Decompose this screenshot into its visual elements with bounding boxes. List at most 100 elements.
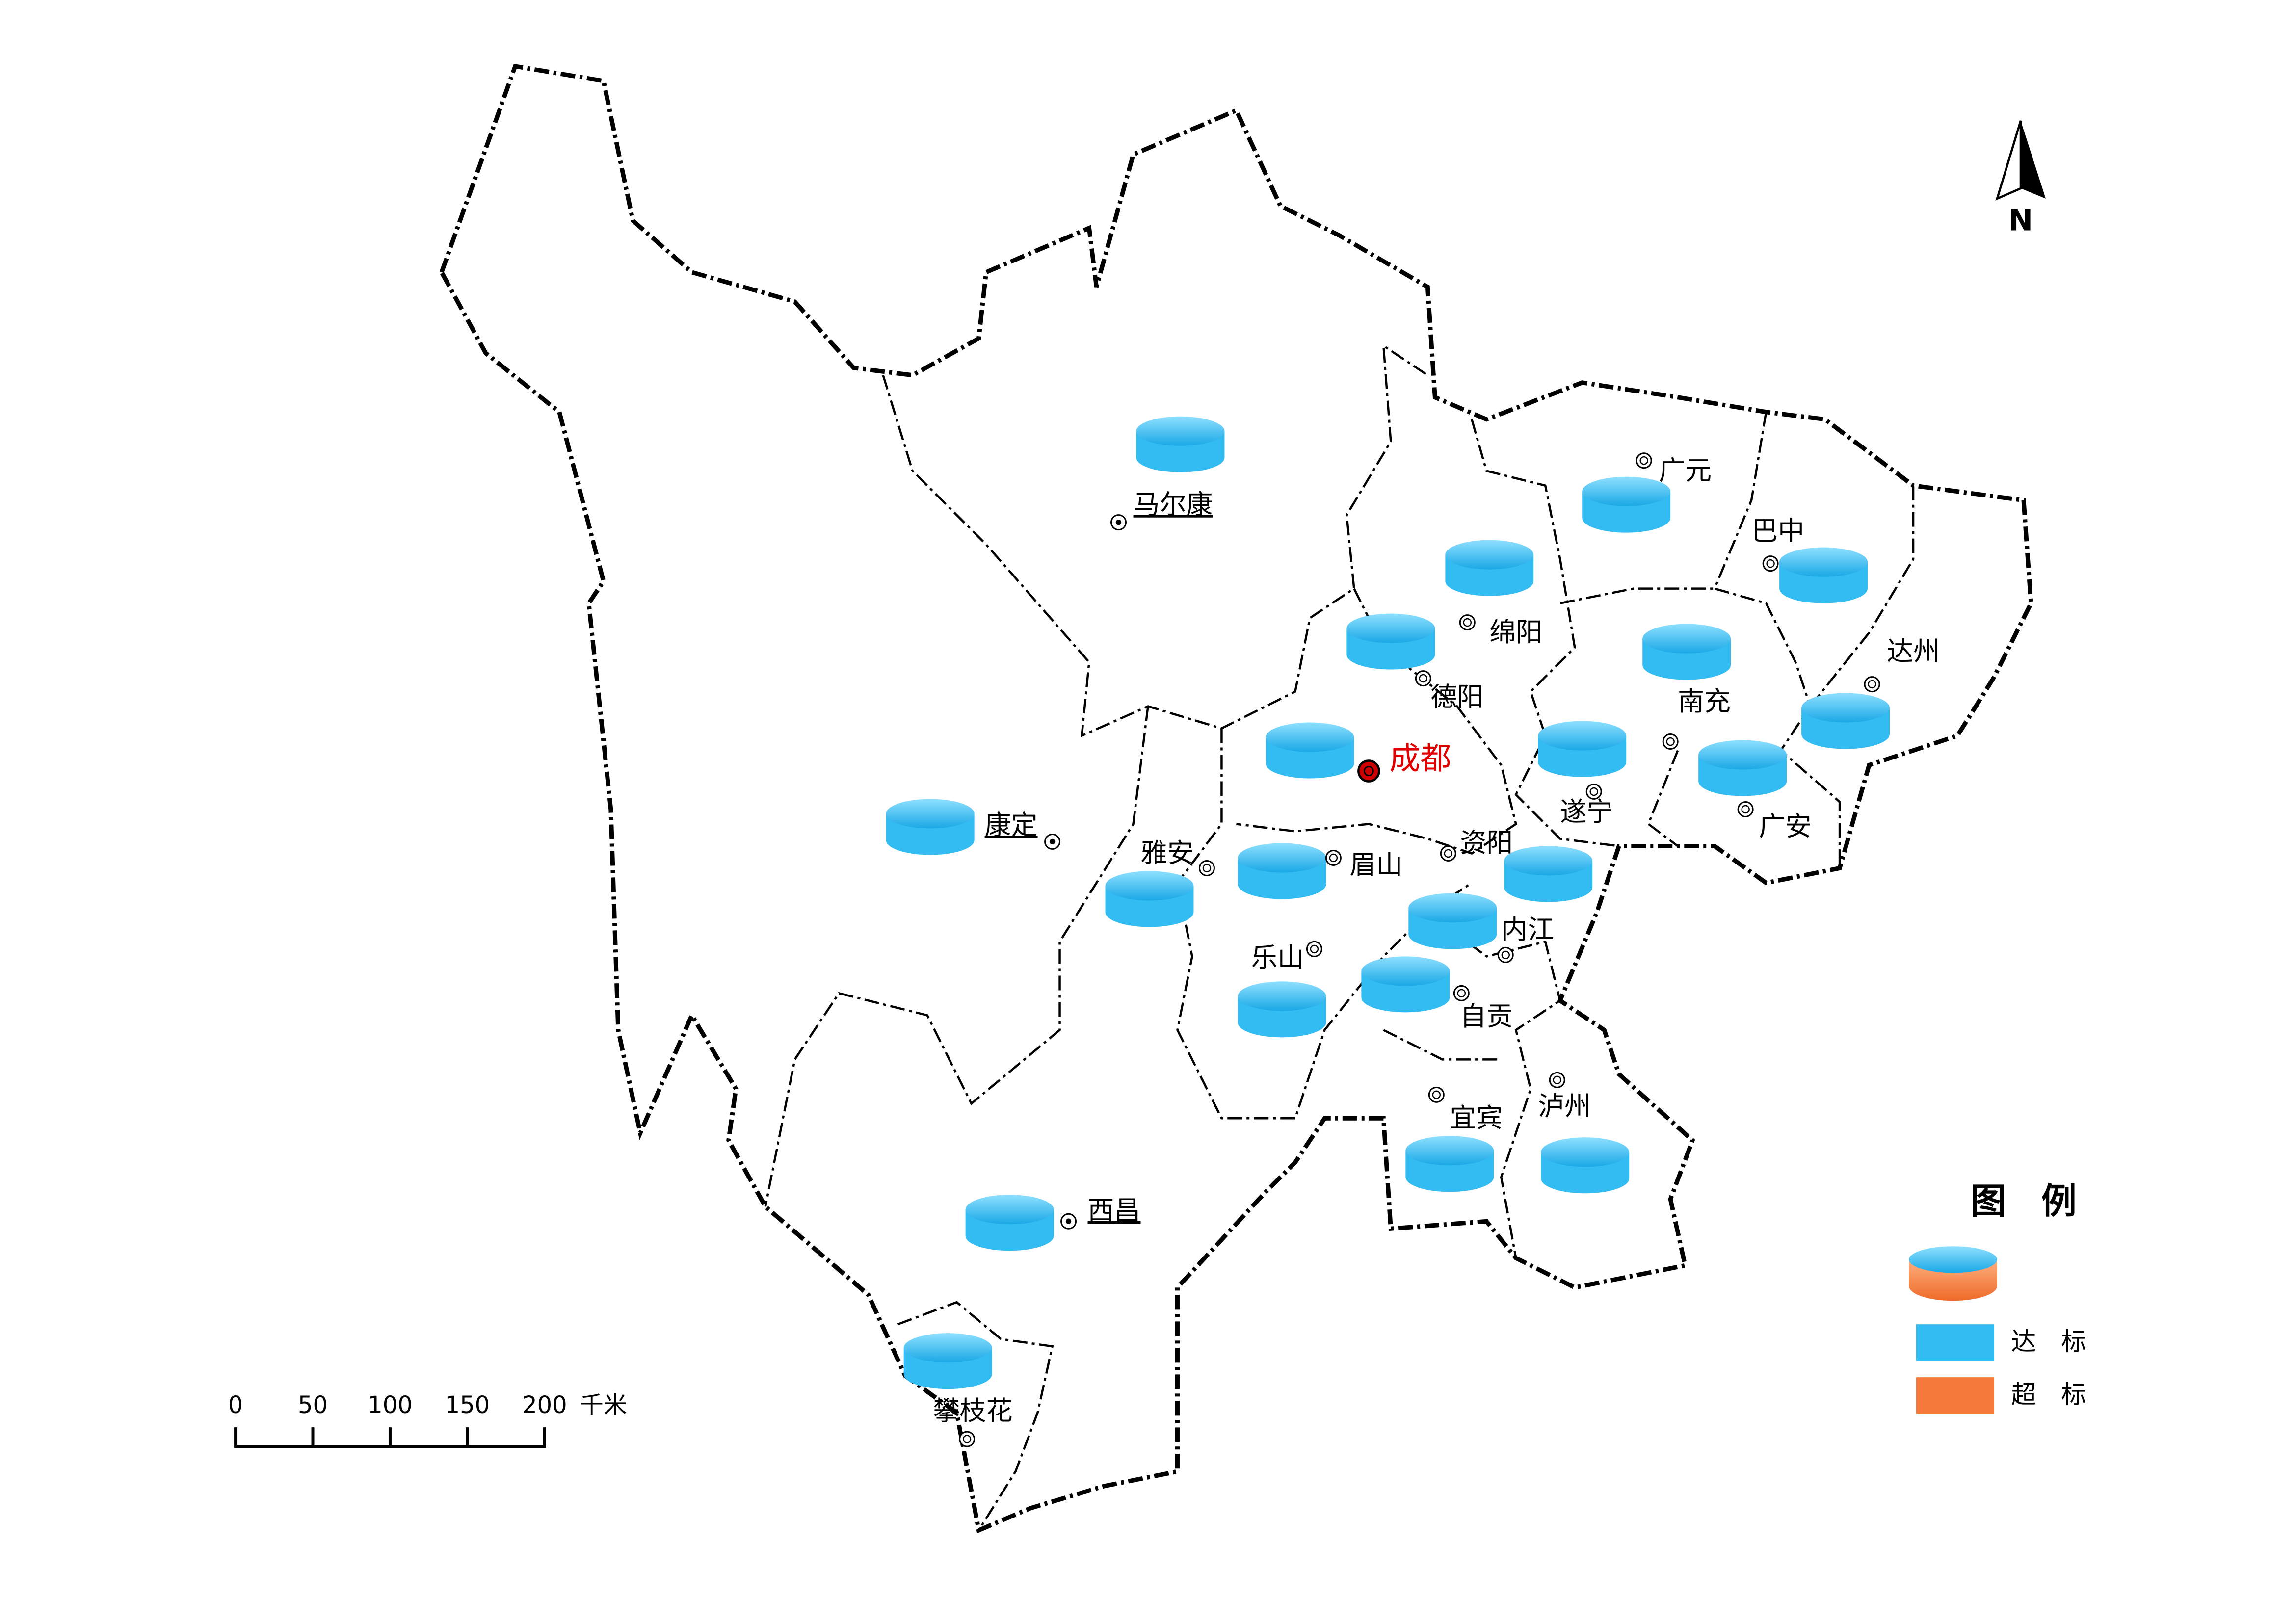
city-dot [1549,1072,1565,1088]
city-label: 马尔康 [1134,489,1213,520]
city-dot-inner [1766,559,1775,568]
disk-top [1361,956,1450,986]
disk-top [903,1333,992,1363]
city-dot [1636,452,1652,469]
city-dot-inner [1741,805,1750,814]
city-dot [1737,801,1754,817]
city-label: 达州 [1887,636,1940,667]
legend-swatch [1916,1324,1994,1361]
city-borders [764,343,1915,1531]
city-label: 宜宾 [1450,1102,1503,1133]
north-label: N [2008,203,2033,237]
city-dot-inner [1868,680,1876,689]
city-dot-inner [1049,838,1056,845]
city-dot-inner [1553,1075,1561,1085]
disk-top [965,1195,1054,1225]
city-dot-inner [1457,989,1466,998]
disk-top [1582,476,1671,506]
city-dot [1662,733,1679,750]
city-dot-inner [962,1435,972,1443]
scale-unit: 千米 [580,1391,627,1419]
city-dot [1585,784,1602,800]
scale-tick-label: 0 [228,1391,243,1419]
city-dot [959,1431,976,1447]
disk-top [1445,540,1534,570]
city-label: 遂宁 [1560,796,1613,827]
city-dot [1864,676,1880,693]
disk-top [886,799,975,829]
city-dot-inner [1666,737,1675,746]
city-dot [1415,670,1431,687]
city-dot [1198,860,1215,876]
city-label: 广元 [1659,455,1712,486]
legend-label: 超 标 [2011,1381,2086,1410]
city-dot-inner [1202,864,1212,873]
legend-swatch [1916,1377,1994,1414]
scale-tick-label: 150 [445,1391,490,1419]
disk-top [1504,846,1593,876]
disk-top [1105,871,1194,901]
city-label: 泸州 [1538,1091,1591,1122]
city-label: 广安 [1759,811,1812,842]
city-label: 西昌 [1088,1195,1141,1226]
city-label: 乐山 [1251,942,1304,973]
disk-top [1698,740,1787,770]
city-label: 巴中 [1751,515,1804,546]
city-dot [1428,1086,1445,1103]
disk-top [1538,721,1627,751]
city-dot-inner [1419,674,1428,683]
scale-tick-label: 200 [522,1391,567,1419]
city-dot-inner [1501,950,1510,960]
legend-label: 达 标 [2011,1328,2086,1357]
disk-top [1136,416,1225,446]
city-label: 康定 [985,810,1038,840]
city-dot-inner [1432,1090,1441,1099]
disk-top [1238,843,1326,873]
city-dot-inner [1639,456,1648,465]
disk-top [1541,1137,1630,1167]
city-label: 内江 [1501,914,1554,945]
city-dot [1762,555,1779,572]
city-label: 南充 [1678,686,1731,717]
legend-title: 图 例 [1971,1180,2077,1222]
disk-top [1405,1136,1494,1166]
city-dot [1440,845,1456,862]
city-dot-inner [1329,853,1338,863]
province-border [439,63,2033,1534]
city-label: 眉山 [1349,849,1402,880]
scale-tick-label: 100 [368,1391,413,1419]
city-label: 成都 [1389,741,1451,777]
disk-top [1238,981,1326,1011]
city-dot-inner [1463,618,1472,627]
disk-top [1779,547,1868,577]
legend: 图 例 达 标超 标 [1909,1180,2086,1414]
legend-icon-top [1909,1246,1997,1273]
city-label: 德阳 [1430,681,1483,712]
disk-top [1642,624,1731,654]
city-dot [1459,614,1476,631]
city-label: 雅安 [1141,838,1194,868]
disk-top [1346,613,1435,643]
city-dot-inner [1065,1218,1072,1224]
city-label: 攀枝花 [933,1395,1013,1426]
city-dot [1453,985,1470,1001]
disk-top [1408,893,1497,923]
city-dot [1306,941,1322,957]
capital-dot [1357,759,1380,783]
city-dot-inner [1115,519,1122,525]
city-label: 绵阳 [1489,617,1542,648]
city-dot-inner [1310,944,1319,954]
disk-top [1801,693,1890,723]
disk-top [1266,722,1354,752]
city-dot-inner [1444,849,1453,858]
city-label: 自贡 [1460,1001,1513,1032]
city-dot [1325,849,1342,866]
city-dot [1497,946,1514,963]
city-dot-inner [1589,787,1598,796]
scale-bar: 0 50 100 150 200 千米 [228,1391,627,1448]
city-label: 资阳 [1460,827,1513,858]
